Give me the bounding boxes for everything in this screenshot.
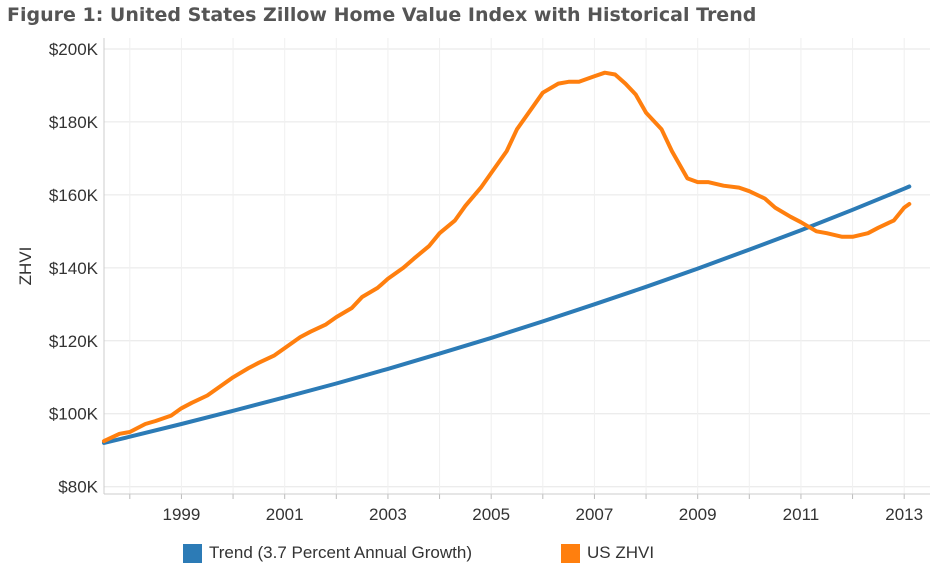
- y-tick-label: $100K: [49, 405, 99, 424]
- y-tick-label: $180K: [49, 113, 99, 132]
- axis-layer: [103, 38, 930, 499]
- series-line-trend: [102, 184, 912, 445]
- label-layer: $80K $100K $120K $140K $160K $180K $200K 1999 20…: [16, 40, 923, 524]
- chart-title: Figure 1: United States Zillow Home Valu…: [7, 4, 757, 26]
- x-tick-label: 2001: [266, 505, 304, 524]
- x-tick-label: 2013: [885, 505, 923, 524]
- x-tick-label: 2005: [472, 505, 510, 524]
- x-tick-label: 2009: [679, 505, 717, 524]
- series-layer: [102, 70, 912, 445]
- legend-swatch-us-zhvi: [561, 543, 580, 563]
- grid-layer: [104, 38, 930, 494]
- y-axis-label: ZHVI: [16, 247, 35, 286]
- y-tick-label: $80K: [58, 478, 98, 497]
- x-tick-label: 2007: [576, 505, 614, 524]
- legend-item-us-zhvi: US ZHVI: [561, 543, 654, 563]
- x-tick-label: 1999: [163, 505, 201, 524]
- x-tick-label: 2003: [369, 505, 407, 524]
- legend-item-trend: Trend (3.7 Percent Annual Growth): [183, 543, 472, 563]
- legend-label-us-zhvi: US ZHVI: [587, 543, 655, 562]
- y-tick-label: $200K: [49, 40, 99, 59]
- legend-swatch-trend: [183, 543, 202, 563]
- y-tick-label: $160K: [49, 186, 99, 205]
- x-tick-label: 2011: [783, 505, 820, 524]
- legend-label-trend: Trend (3.7 Percent Annual Growth): [209, 543, 473, 562]
- y-tick-label: $120K: [49, 332, 99, 351]
- series-line-us-zhvi: [102, 70, 912, 444]
- y-tick-label: $140K: [49, 259, 99, 278]
